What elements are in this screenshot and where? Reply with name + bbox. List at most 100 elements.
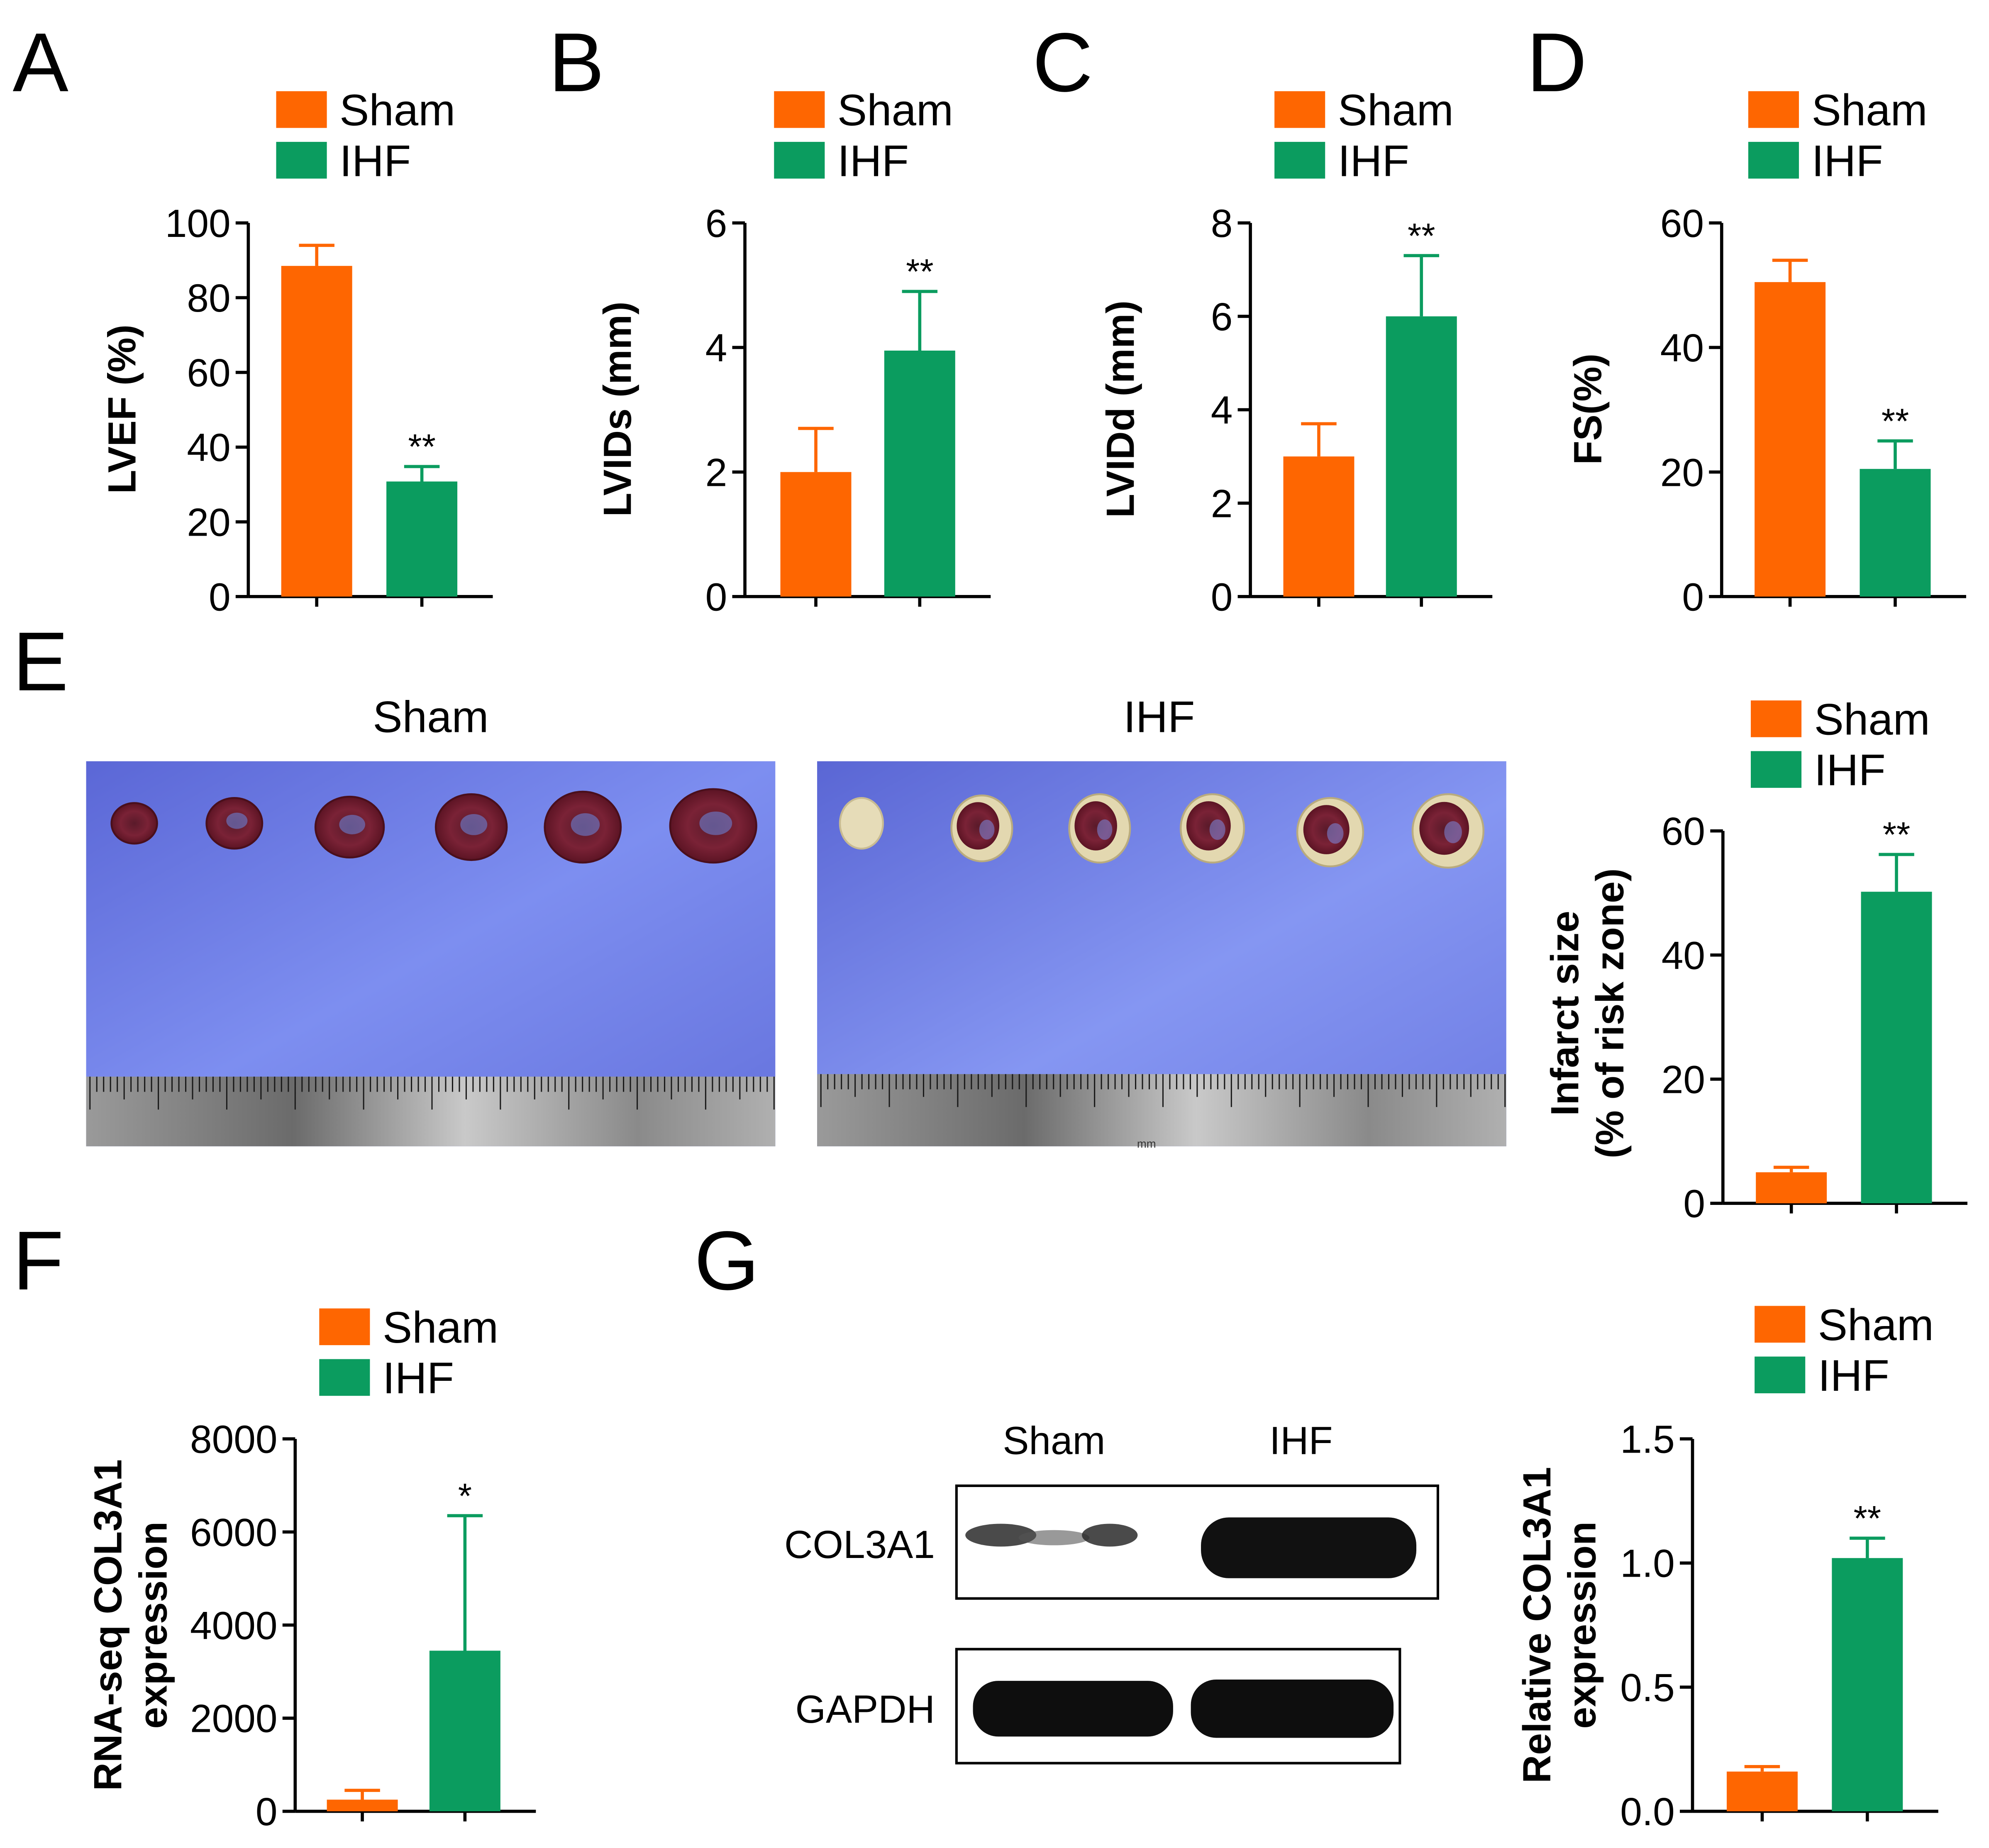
y-tick-label: 0 [256, 1790, 278, 1834]
heart-slice-lumen [699, 811, 732, 835]
heart-slice-lumen [571, 813, 600, 836]
y-tick-label: 40 [187, 426, 230, 470]
y-axis-label: Infarct size(% of risk zone) [1543, 868, 1632, 1158]
bar-sham [1726, 1771, 1798, 1811]
heart-slice-lumen [1209, 819, 1225, 840]
y-tick-label: 0.0 [1620, 1790, 1675, 1834]
bar-sham [1283, 456, 1354, 597]
y-tick-label: 8 [1211, 202, 1233, 246]
y-axis-label-line: expression [131, 1521, 175, 1729]
y-tick-label: 6000 [190, 1511, 278, 1555]
legend-label-sham: Sham [837, 85, 953, 135]
panel-label-c: C [1032, 16, 1093, 109]
legend-label-sham: Sham [1338, 85, 1454, 135]
y-axis-label: LVIDs (mm) [595, 302, 639, 517]
y-tick-label: 0 [1211, 575, 1233, 619]
heart-slice-lumen [339, 814, 366, 834]
legend-swatch-sham [1755, 1306, 1806, 1343]
legend-swatch-ihf [276, 141, 327, 179]
legend-label-sham: Sham [1818, 1300, 1934, 1350]
heart-slice-outline [110, 802, 158, 845]
y-tick-label: 1.0 [1620, 1542, 1675, 1586]
bar-ihf [884, 350, 955, 597]
legend-label-sham: Sham [1814, 695, 1930, 744]
heart-slice-lumen [1444, 821, 1462, 844]
bar-ihf [386, 481, 458, 597]
y-tick-label: 0.5 [1620, 1666, 1675, 1710]
heart-slice-lumen [460, 814, 488, 835]
significance-marker: ** [1408, 217, 1435, 256]
photo-title-ihf: IHF [1123, 692, 1195, 742]
legend-swatch-ihf [1748, 141, 1799, 179]
y-tick-label: 100 [165, 202, 231, 246]
blot-gapdh [955, 1648, 1401, 1765]
legend-swatch-ihf [319, 1359, 370, 1396]
y-tick-label: 20 [1662, 1058, 1705, 1102]
heart-slice-sham [314, 795, 385, 859]
significance-marker: * [458, 1477, 472, 1516]
legend-swatch-sham [1274, 91, 1325, 128]
y-tick-label: 60 [187, 351, 230, 395]
y-tick-label: 0 [1682, 575, 1704, 619]
bar-sham [1756, 1172, 1827, 1204]
y-axis-label-line: RNA-seq COL3A1 [86, 1459, 130, 1791]
heart-slice-ihf [1296, 797, 1364, 868]
y-axis-label: Relative COL3A1expression [1515, 1467, 1604, 1783]
heart-slice-infarct [839, 797, 884, 850]
heart-slice-lumen [226, 812, 248, 829]
significance-marker: ** [906, 252, 934, 292]
panel-label-e: E [13, 615, 68, 708]
significance-marker: ** [1883, 815, 1911, 855]
heart-slice-viable [1419, 802, 1469, 855]
legend-swatch-sham [319, 1308, 370, 1346]
panel-label-g: G [694, 1214, 759, 1307]
photo-title-sham: Sham [373, 692, 488, 742]
y-tick-label: 2 [1211, 482, 1233, 526]
y-tick-label: 4 [705, 326, 727, 370]
heart-slice-ihf [1068, 793, 1131, 864]
panel-label-b: B [549, 16, 604, 109]
y-tick-label: 8000 [190, 1418, 278, 1462]
legend-label-sham: Sham [339, 85, 455, 135]
bar-ihf [1861, 892, 1932, 1204]
legend-swatch-sham [1750, 700, 1802, 737]
legend-label-ihf: IHF [1814, 745, 1886, 795]
y-tick-label: 4 [1211, 388, 1233, 432]
legend-swatch-ihf [1274, 141, 1325, 179]
legend-label-ihf: IHF [1818, 1351, 1889, 1400]
y-tick-label: 60 [1662, 809, 1705, 853]
significance-marker: ** [1854, 1499, 1882, 1538]
heart-slice-lumen [1097, 819, 1113, 840]
bar-sham [327, 1799, 398, 1811]
y-tick-label: 40 [1662, 934, 1705, 978]
heart-slice-sham [544, 790, 622, 864]
y-axis-label-line: Relative COL3A1 [1515, 1467, 1559, 1783]
legend-swatch-sham [1748, 91, 1799, 128]
heart-slice-sham [110, 802, 158, 845]
legend-label-ihf: IHF [837, 136, 909, 185]
y-tick-label: 6 [705, 202, 727, 246]
y-tick-label: 40 [1660, 326, 1704, 370]
legend-label-ihf: IHF [1812, 136, 1883, 185]
legend-label-sham: Sham [1812, 85, 1928, 135]
bar-ihf [1860, 469, 1931, 597]
bar-sham [1755, 282, 1826, 597]
heart-slice-ihf [1411, 793, 1485, 869]
heart-slice-lumen [1327, 823, 1344, 844]
legend-swatch-sham [774, 91, 825, 128]
significance-marker: ** [408, 427, 436, 467]
heart-slice-ihf [1179, 793, 1245, 864]
y-tick-label: 2 [705, 451, 727, 495]
y-tick-label: 0 [705, 575, 727, 619]
legend-swatch-sham [276, 91, 327, 128]
bar-ihf [1832, 1558, 1903, 1811]
